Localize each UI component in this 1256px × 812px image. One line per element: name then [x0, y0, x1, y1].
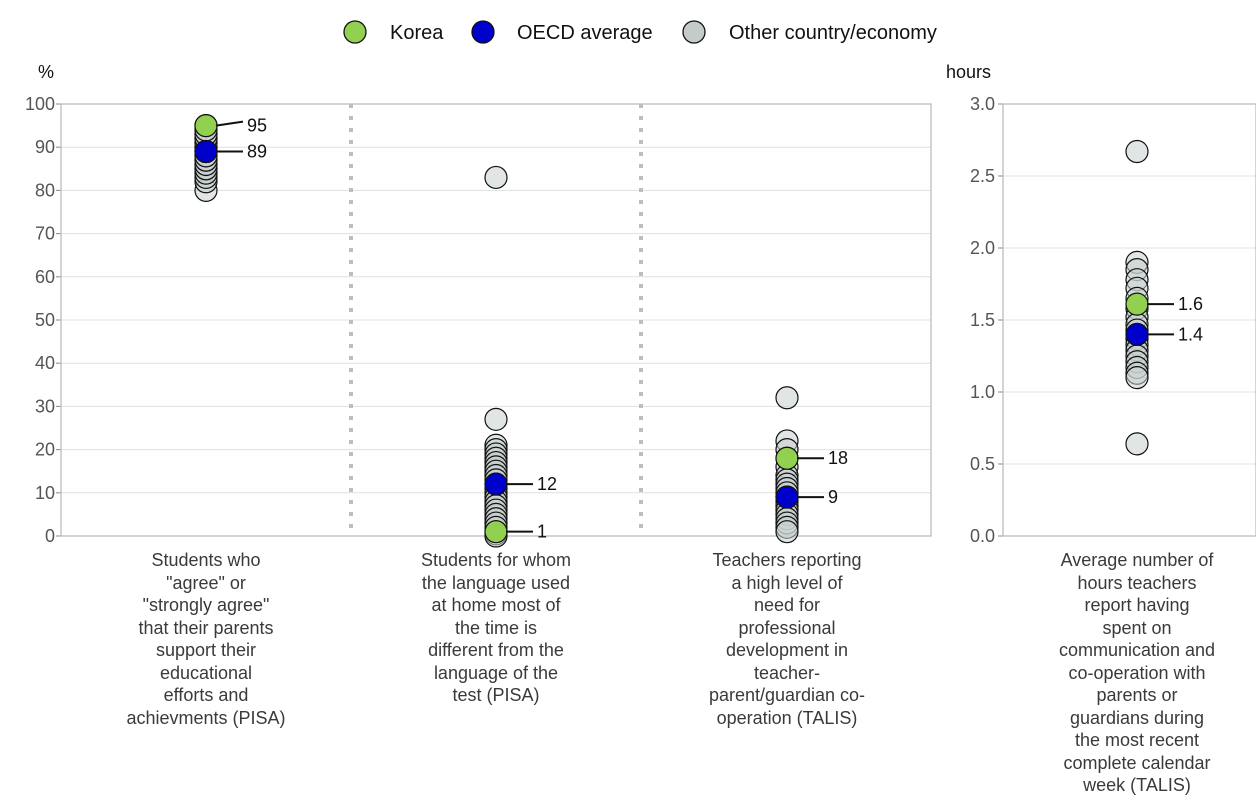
category-label: Students who "agree" or "strongly agree" th… — [106, 549, 306, 729]
korea-data-label: 18 — [828, 448, 848, 468]
category-label-line: that their parents — [138, 617, 274, 638]
other-country-point — [1125, 366, 1149, 390]
category-label-line: language of the — [433, 662, 559, 683]
y-tick-label: 0 — [45, 526, 55, 546]
y-tick-label: 1.0 — [970, 382, 995, 402]
category-label-line: the language used — [421, 572, 571, 593]
category-label-line: teacher- — [753, 662, 821, 683]
category-label-line: the most recent — [1074, 730, 1200, 750]
korea-point — [484, 520, 508, 544]
category-label-line: Average number of — [1060, 550, 1214, 570]
y-tick-label: 50 — [35, 310, 55, 330]
legend-label-oecd-average: OECD average — [517, 22, 653, 44]
category-label-line: hours teachers — [1077, 572, 1197, 593]
category-label-line: Students who — [151, 550, 261, 570]
oecd-average-point — [1125, 322, 1149, 346]
category-label-line: test (PISA) — [452, 685, 540, 705]
y-tick-label: 60 — [35, 267, 55, 287]
left-y-unit: % — [38, 62, 54, 82]
oecd-data-label: 1.4 — [1178, 324, 1203, 344]
category-label-line: parents or — [1096, 685, 1178, 705]
legend-marker-korea — [343, 20, 367, 44]
y-tick-label: 90 — [35, 137, 55, 157]
category-label-line: the time is — [454, 617, 538, 638]
y-tick-label: 0.5 — [970, 454, 995, 474]
other-country-point — [775, 520, 799, 544]
korea-data-label: 1 — [537, 522, 547, 542]
legend-marker-oecd-average — [471, 20, 495, 44]
legend: Korea OECD average Other country/economy — [343, 20, 937, 44]
category-label-line: week (TALIS) — [1083, 775, 1191, 795]
y-tick-label: 0.0 — [970, 526, 995, 546]
category-label-line: Teachers reporting — [712, 550, 862, 570]
category-label: Teachers reporting a high level of need fo… — [687, 549, 887, 729]
y-tick-label: 10 — [35, 483, 55, 503]
category-label-line: educational — [159, 662, 253, 683]
legend-label-other-country: Other country/economy — [729, 22, 937, 44]
oecd-average-point — [194, 139, 218, 164]
y-tick-label: 3.0 — [970, 94, 995, 114]
other-country-point — [484, 407, 508, 431]
y-tick-label: 30 — [35, 396, 55, 416]
y-tick-label: 2.5 — [970, 166, 995, 186]
category-label-line: "agree" or — [166, 572, 246, 593]
category-label-line: at home most of — [431, 595, 561, 615]
category-label-line: spent on — [1102, 617, 1172, 638]
other-country-point — [484, 165, 508, 190]
korea-point — [1125, 292, 1149, 316]
oecd-data-label: 89 — [247, 142, 267, 162]
right-y-unit: hours — [946, 62, 991, 82]
category-label-line: operation (TALIS) — [716, 707, 858, 728]
y-tick-label: 40 — [35, 353, 55, 373]
korea-data-label: 95 — [247, 116, 267, 136]
y-tick-label: 100 — [25, 94, 55, 114]
y-tick-label: 80 — [35, 180, 55, 200]
legend-label-korea: Korea — [390, 22, 444, 44]
category-label-line: a high level of — [731, 572, 843, 593]
category-label-line: report having — [1084, 595, 1190, 615]
category-label-line: need for — [753, 595, 821, 615]
category-label-line: professional — [738, 617, 836, 638]
panel-2: 0.0 0.5 1.0 1.5 2.0 2.5 3.0 1.4 1.6 — [970, 94, 1256, 546]
korea-point — [194, 113, 218, 138]
y-tick-label: 1.5 — [970, 310, 995, 330]
other-country-point — [1125, 139, 1149, 164]
category-label-line: different from the — [428, 640, 564, 660]
oecd-average-point — [484, 472, 508, 496]
y-tick-label: 70 — [35, 224, 55, 244]
oecd-data-label: 9 — [828, 487, 838, 507]
y-tick-label: 20 — [35, 440, 55, 460]
category-label: Students for whom the language used at hom… — [396, 549, 596, 707]
other-country-point — [775, 386, 799, 410]
category-label-line: Students for whom — [420, 550, 572, 570]
category-label-line: parent/guardian co- — [708, 685, 866, 705]
category-label-line: guardians during — [1069, 707, 1205, 728]
data-label-leader — [215, 120, 244, 127]
korea-point — [775, 446, 799, 470]
category-label-line: development in — [725, 640, 849, 660]
category-label-line: complete calendar — [1063, 752, 1211, 773]
legend-marker-other-country — [682, 20, 706, 44]
panel-1: 0 10 20 30 40 50 60 70 80 90 100 89 12 9 95 1 18 — [25, 94, 932, 548]
oecd-data-label: 12 — [537, 474, 557, 494]
category-label-line: "strongly agree" — [142, 595, 270, 615]
korea-data-label: 1.6 — [1178, 294, 1203, 314]
category-label-line: co-operation with — [1068, 662, 1206, 683]
panel-border — [1002, 103, 1256, 537]
oecd-average-point — [775, 485, 799, 509]
y-tick-label: 2.0 — [970, 238, 995, 258]
category-label-line: support their — [155, 640, 257, 660]
other-country-point — [1125, 432, 1149, 456]
category-label-line: achievments (PISA) — [126, 707, 286, 728]
category-label-line: communication and — [1058, 640, 1216, 660]
category-label-line: efforts and — [163, 685, 249, 705]
category-label: Average number of hours teachers report ha… — [1037, 549, 1237, 797]
